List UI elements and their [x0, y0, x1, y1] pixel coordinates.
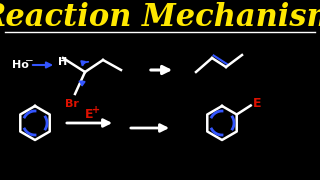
- Text: Reaction Mechanism: Reaction Mechanism: [0, 1, 320, 33]
- Text: +: +: [92, 105, 100, 115]
- Text: Br: Br: [65, 99, 79, 109]
- Text: H: H: [58, 57, 67, 67]
- Text: −: −: [25, 56, 34, 66]
- Text: E: E: [253, 97, 261, 110]
- Text: Ho: Ho: [12, 60, 29, 70]
- Text: E: E: [85, 107, 93, 120]
